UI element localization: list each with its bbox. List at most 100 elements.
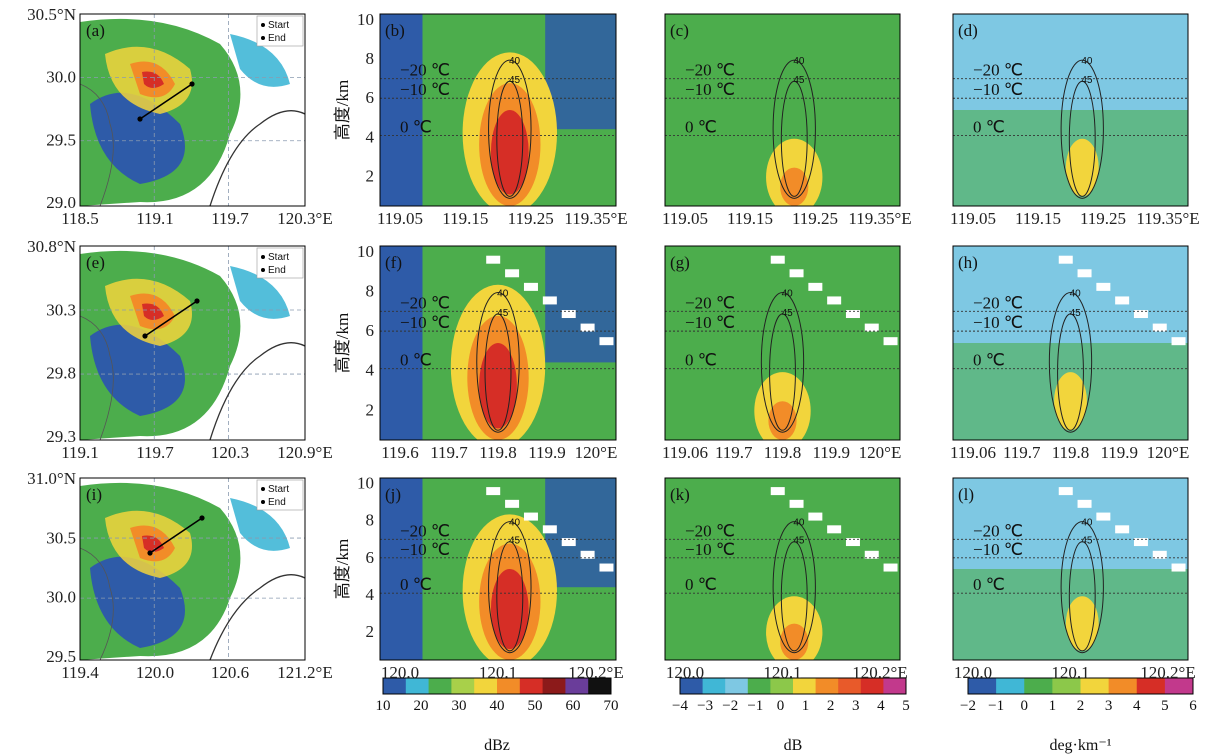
colorbar-tick: −2 bbox=[722, 698, 738, 714]
map-lon-tick: 121.2°E bbox=[277, 663, 332, 682]
legend-end-label: End bbox=[268, 33, 286, 44]
isotherm-label: −20 ℃ bbox=[973, 61, 1023, 80]
colorbar-unit: dB bbox=[784, 737, 803, 754]
missing-data bbox=[599, 337, 614, 346]
missing-data bbox=[486, 487, 501, 496]
colorbar-segment bbox=[883, 678, 907, 694]
isotherm-label: −10 ℃ bbox=[973, 313, 1023, 332]
start-point bbox=[147, 550, 153, 556]
section-x-tick: 120.2°E bbox=[568, 663, 623, 682]
boundary-line bbox=[80, 547, 114, 660]
colorbar-segment bbox=[838, 678, 862, 694]
section-frame bbox=[379, 477, 617, 661]
missing-data bbox=[599, 563, 614, 572]
section-x-tick: 119.8 bbox=[479, 443, 517, 462]
map-lat-tick: 30.0 bbox=[46, 588, 76, 607]
map-lat-tick: 29.8 bbox=[46, 364, 76, 383]
missing-data bbox=[561, 310, 576, 319]
missing-data bbox=[505, 269, 520, 278]
isotherm-label: 0 ℃ bbox=[973, 117, 1005, 136]
section-panel bbox=[380, 14, 616, 206]
y-axis-label: 高度/km bbox=[333, 539, 352, 599]
isotherm-label: −10 ℃ bbox=[973, 540, 1023, 559]
legend-end-marker bbox=[261, 36, 265, 40]
map-lat-tick: 30.5°N bbox=[27, 5, 76, 24]
section-x-tick: 120.1 bbox=[1051, 663, 1089, 682]
zdr-core bbox=[780, 167, 809, 206]
echo-edge bbox=[230, 498, 290, 551]
reflectivity-contour bbox=[1048, 292, 1093, 433]
section-panel bbox=[380, 478, 616, 660]
section-x-tick: 119.9 bbox=[812, 443, 850, 462]
colorbar-segment bbox=[770, 678, 794, 694]
colorbar-tick: 0 bbox=[1021, 698, 1029, 714]
missing-data bbox=[1077, 499, 1092, 508]
section-panel bbox=[953, 478, 1188, 660]
legend-box bbox=[256, 247, 304, 279]
section-panel bbox=[665, 478, 900, 660]
section-y-tick: 6 bbox=[366, 88, 375, 107]
legend-start-label: Start bbox=[268, 252, 289, 263]
missing-data bbox=[505, 499, 520, 508]
panel-label: (d) bbox=[958, 21, 978, 40]
section-frame bbox=[952, 477, 1189, 661]
contour-label: 40 bbox=[1070, 288, 1082, 299]
missing-data bbox=[789, 499, 804, 508]
section-x-tick: 119.05 bbox=[950, 209, 996, 228]
section-x-tick: 119.06 bbox=[950, 443, 996, 462]
colorbar-segment bbox=[996, 678, 1025, 694]
start-point bbox=[142, 333, 148, 339]
map-lon-tick: 120.9°E bbox=[277, 443, 332, 462]
section-panel bbox=[953, 246, 1188, 440]
contour-label: 40 bbox=[509, 517, 521, 528]
contour-label: 45 bbox=[509, 75, 521, 86]
section-x-tick: 119.7 bbox=[430, 443, 468, 462]
end-point bbox=[199, 515, 205, 521]
panel-label: (l) bbox=[958, 485, 974, 504]
colorbar-segment bbox=[968, 678, 997, 694]
zh-weak-left bbox=[380, 246, 423, 440]
missing-data bbox=[864, 550, 879, 559]
colorbar-tick: 1 bbox=[802, 698, 810, 714]
reflectivity-contour bbox=[1057, 313, 1084, 431]
map-lon-tick: 119.7 bbox=[136, 443, 174, 462]
reflectivity-contour bbox=[488, 521, 532, 654]
section-y-tick: 4 bbox=[366, 585, 375, 604]
map-lat-tick: 29.3 bbox=[46, 427, 76, 446]
legend-end-marker bbox=[261, 268, 265, 272]
start-point bbox=[137, 116, 143, 122]
colorbar-tick: 2 bbox=[827, 698, 835, 714]
section-y-tick: 2 bbox=[366, 167, 375, 186]
section-x-tick: 120°E bbox=[859, 443, 902, 462]
colorbar-segment bbox=[725, 678, 749, 694]
boundary-line bbox=[80, 315, 114, 440]
reflectivity-contour bbox=[772, 521, 816, 654]
map-lat-tick: 29.0 bbox=[46, 193, 76, 212]
section-x-tick: 120°E bbox=[1147, 443, 1190, 462]
panel-label: (a) bbox=[86, 21, 105, 40]
section-y-tick: 8 bbox=[366, 511, 375, 530]
end-point bbox=[194, 298, 200, 304]
colorbar-segment bbox=[474, 678, 498, 694]
section-panel bbox=[953, 14, 1188, 206]
missing-data bbox=[486, 255, 501, 264]
missing-data bbox=[561, 538, 576, 547]
map-panel bbox=[80, 478, 305, 660]
section-x-tick: 119.6 bbox=[381, 443, 419, 462]
colorbar-segment bbox=[497, 678, 521, 694]
contour-label: 45 bbox=[782, 308, 794, 319]
contour-label: 45 bbox=[1081, 75, 1093, 86]
echo-weak bbox=[90, 92, 185, 184]
colorbar-tick: 40 bbox=[490, 698, 505, 714]
isotherm-label: −10 ℃ bbox=[400, 313, 450, 332]
missing-data bbox=[580, 323, 595, 332]
legend-end-marker bbox=[261, 500, 265, 504]
reflectivity-contour bbox=[484, 313, 512, 431]
reflectivity-contour bbox=[1068, 541, 1096, 652]
map-lat-tick: 29.5 bbox=[46, 130, 76, 149]
section-y-tick: 10 bbox=[357, 10, 374, 29]
map-lat-tick: 30.0 bbox=[46, 68, 76, 87]
colorbar-segment bbox=[519, 678, 544, 694]
